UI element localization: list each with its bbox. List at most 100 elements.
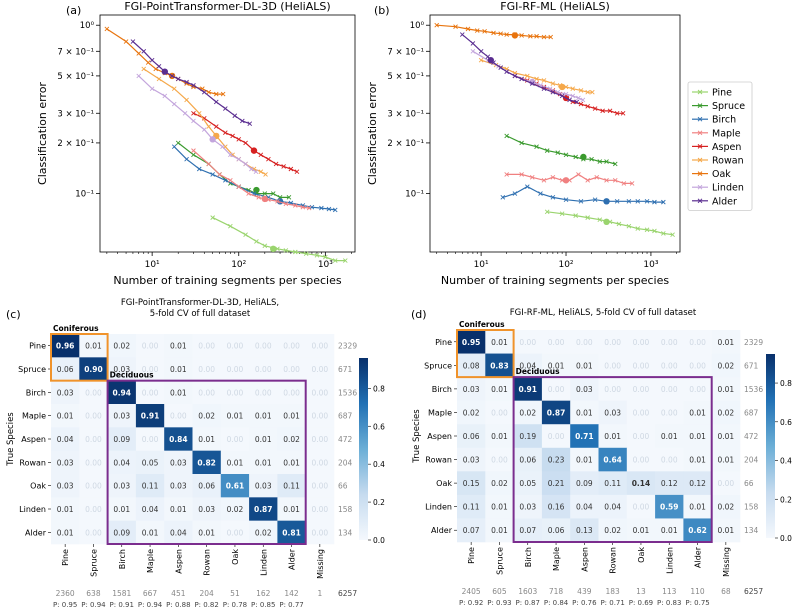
cell-value: 0.00 xyxy=(311,528,328,537)
data-point-aspen xyxy=(201,115,207,121)
matrix-cell xyxy=(711,494,741,519)
cell-value: 0.03 xyxy=(198,505,215,514)
cell-value: 0.00 xyxy=(255,342,272,351)
cell-value: 0.62 xyxy=(688,526,707,535)
cell-value: 0.00 xyxy=(170,412,187,421)
row-label-alder: Alder xyxy=(431,526,453,535)
matrix-cell xyxy=(277,520,306,545)
cell-value: 0.00 xyxy=(689,338,706,347)
matrix-cell xyxy=(249,520,278,545)
data-point-maple xyxy=(292,203,298,208)
data-point-pine xyxy=(585,215,591,220)
data-point-oak xyxy=(213,91,219,97)
matrix-cell xyxy=(249,334,278,358)
row-count: 158 xyxy=(338,505,353,514)
data-point-oak xyxy=(504,32,509,37)
data-point-aspen xyxy=(288,166,294,172)
data-point-alder xyxy=(529,81,535,86)
matrix-cell xyxy=(192,450,222,475)
matrix-cell xyxy=(51,404,80,428)
cell-value: 0.01 xyxy=(717,385,734,394)
legend-item-linden: Linden xyxy=(692,183,744,194)
y-tick-label-b: 7 × 10⁻¹ xyxy=(387,47,424,57)
total-count: 6257 xyxy=(744,587,763,596)
cell-value: 0.00 xyxy=(689,385,706,394)
data-point-alder xyxy=(567,97,572,103)
cell-value: 0.00 xyxy=(548,432,565,441)
matrix-cell xyxy=(570,353,599,378)
matrix-cell xyxy=(220,334,250,358)
matrix-cell xyxy=(683,377,712,401)
cell-value: 0.01 xyxy=(142,528,159,537)
data-point-maple xyxy=(256,195,262,200)
data-point-birch xyxy=(332,207,338,213)
data-point-pine xyxy=(544,209,550,215)
matrix-cell xyxy=(107,334,137,358)
matrix-cell xyxy=(457,494,486,519)
matrix-cell xyxy=(457,424,486,449)
matrix-cell xyxy=(513,353,543,378)
cell-value: 0.01 xyxy=(717,456,734,465)
cell-value: 0.00 xyxy=(255,365,272,374)
matrix-cell xyxy=(164,357,193,381)
data-point-pine xyxy=(626,223,632,229)
cell-value: 0.64 xyxy=(603,456,622,465)
data-point-maple xyxy=(594,174,600,180)
col-precision: P: 0.76 xyxy=(572,599,597,607)
cell-value: 0.00 xyxy=(633,385,650,394)
col-precision: P: 0.83 xyxy=(657,599,681,607)
series-pine-b xyxy=(544,209,675,238)
data-point-alder xyxy=(223,106,228,111)
legend-marker-maple xyxy=(697,130,703,136)
cell-value: 0.00 xyxy=(633,503,650,512)
data-point-spruce xyxy=(555,150,561,156)
matrix-cell xyxy=(457,353,486,378)
series-birch-a xyxy=(171,144,338,213)
cell-value: 0.02 xyxy=(463,408,480,417)
col-count: 13 xyxy=(636,587,646,596)
cell-value: 0.01 xyxy=(57,505,74,514)
series-oak-b xyxy=(434,22,554,40)
matrix-cell xyxy=(249,474,278,498)
cell-value: 0.01 xyxy=(170,342,187,351)
matrix-cell xyxy=(457,471,486,496)
y-tick-label-a: 7 × 10⁻¹ xyxy=(57,47,94,57)
matrix-cell xyxy=(51,427,80,451)
matrix-cell xyxy=(541,400,571,425)
col-precision: P: 0.71 xyxy=(600,599,624,607)
data-point-birch xyxy=(512,191,518,196)
col-label-missing: Missing xyxy=(316,549,325,579)
highlight-point-aspen xyxy=(250,147,258,154)
colorbar-tick-label: 0.0 xyxy=(780,534,792,543)
data-point-aspen xyxy=(191,110,196,116)
data-point-rowan xyxy=(184,97,189,103)
data-point-maple xyxy=(206,161,212,167)
matrix-cell xyxy=(570,424,599,449)
cell-value: 0.01 xyxy=(491,432,508,441)
highlight-point-rowan xyxy=(558,83,566,91)
cell-value: 0.01 xyxy=(689,456,706,465)
matrix-subtitle-c: 5-fold CV of full dataset xyxy=(150,309,251,319)
cell-value: 0.04 xyxy=(57,435,74,444)
cell-value: 0.00 xyxy=(283,342,300,351)
cell-value: 0.00 xyxy=(283,365,300,374)
cell-value: 0.00 xyxy=(85,412,102,421)
data-point-maple xyxy=(217,172,222,177)
data-point-oak xyxy=(519,33,524,38)
y-tick-label-a: 10⁻¹ xyxy=(75,190,94,200)
data-point-spruce xyxy=(604,159,609,164)
legend-label-spruce: Spruce xyxy=(712,101,745,112)
matrix-cell xyxy=(541,471,571,496)
cell-value: 0.59 xyxy=(660,503,679,512)
legend-label-oak: Oak xyxy=(712,169,731,180)
data-point-oak xyxy=(534,33,539,39)
series-spruce-b xyxy=(504,133,618,167)
col-precision: P: 0.95 xyxy=(53,601,77,609)
matrix-cell xyxy=(51,450,80,475)
data-point-maple xyxy=(283,201,289,207)
cell-value: 0.03 xyxy=(170,482,187,491)
col-count: 142 xyxy=(284,589,299,598)
legend-label-pine: Pine xyxy=(712,88,732,99)
cell-value: 0.01 xyxy=(227,412,244,421)
cell-value: 0.03 xyxy=(113,412,130,421)
